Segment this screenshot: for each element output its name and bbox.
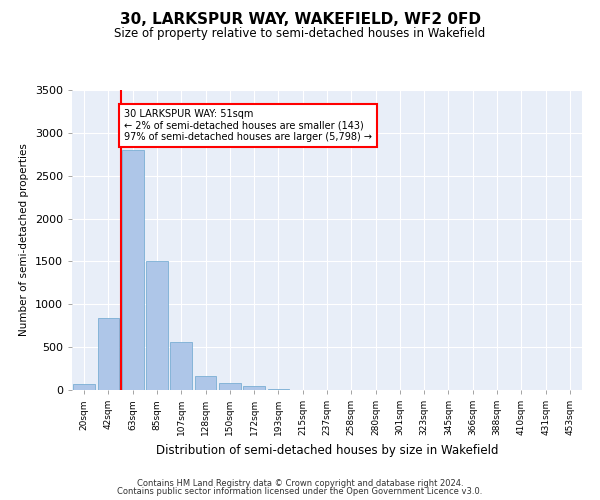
Text: Contains HM Land Registry data © Crown copyright and database right 2024.: Contains HM Land Registry data © Crown c… [137,478,463,488]
Text: Size of property relative to semi-detached houses in Wakefield: Size of property relative to semi-detach… [115,28,485,40]
Bar [122,150,143,390]
Bar [219,383,241,390]
Bar [194,376,217,390]
Bar [97,318,119,390]
Text: 30 LARKSPUR WAY: 51sqm
← 2% of semi-detached houses are smaller (143)
97% of sem: 30 LARKSPUR WAY: 51sqm ← 2% of semi-deta… [124,109,372,142]
Bar [73,384,95,390]
Text: 30, LARKSPUR WAY, WAKEFIELD, WF2 0FD: 30, LARKSPUR WAY, WAKEFIELD, WF2 0FD [119,12,481,28]
Text: Contains public sector information licensed under the Open Government Licence v3: Contains public sector information licen… [118,487,482,496]
Bar [146,262,168,390]
X-axis label: Distribution of semi-detached houses by size in Wakefield: Distribution of semi-detached houses by … [156,444,498,456]
Bar [243,386,265,390]
Bar [170,342,192,390]
Y-axis label: Number of semi-detached properties: Number of semi-detached properties [19,144,29,336]
Bar [268,388,289,390]
